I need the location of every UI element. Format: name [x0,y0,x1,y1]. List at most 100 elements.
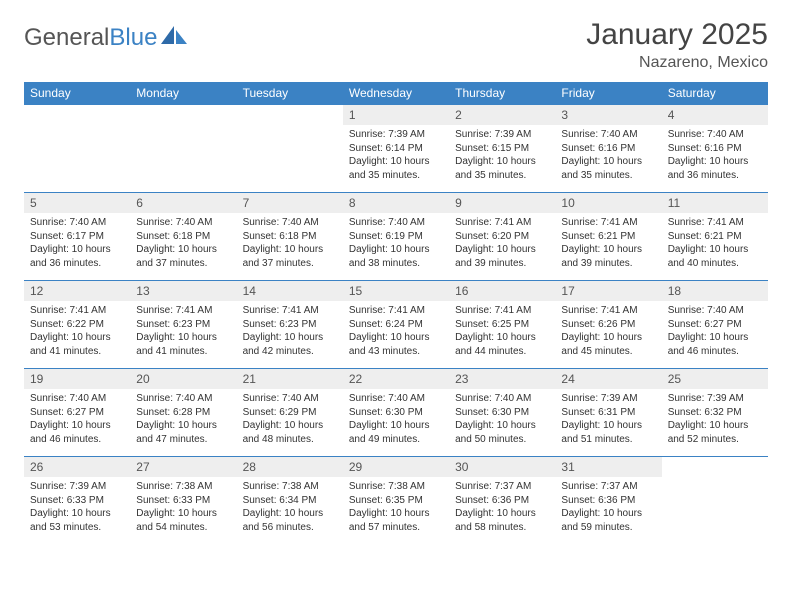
cell-line: Daylight: 10 hours and 35 minutes. [349,155,443,182]
cell-body: Sunrise: 7:37 AMSunset: 6:36 PMDaylight:… [555,477,661,540]
day-header: Friday [555,82,661,105]
calendar-cell: 19Sunrise: 7:40 AMSunset: 6:27 PMDayligh… [24,369,130,457]
cell-body: Sunrise: 7:41 AMSunset: 6:23 PMDaylight:… [237,301,343,364]
cell-body: Sunrise: 7:37 AMSunset: 6:36 PMDaylight:… [449,477,555,540]
day-number: 21 [237,369,343,389]
cell-line: Sunset: 6:16 PM [668,142,762,156]
logo-word1: General [24,24,109,51]
day-number: 28 [237,457,343,477]
cell-body: Sunrise: 7:38 AMSunset: 6:35 PMDaylight:… [343,477,449,540]
cell-line: Sunset: 6:23 PM [243,318,337,332]
cell-line: Sunrise: 7:41 AM [455,216,549,230]
cell-line: Sunrise: 7:39 AM [455,128,549,142]
cell-line: Sunset: 6:30 PM [455,406,549,420]
cell-body: Sunrise: 7:41 AMSunset: 6:20 PMDaylight:… [449,213,555,276]
cell-line: Sunrise: 7:40 AM [349,392,443,406]
day-number: 26 [24,457,130,477]
calendar-body: 1Sunrise: 7:39 AMSunset: 6:14 PMDaylight… [24,105,768,545]
calendar-cell: 2Sunrise: 7:39 AMSunset: 6:15 PMDaylight… [449,105,555,193]
calendar-cell: 21Sunrise: 7:40 AMSunset: 6:29 PMDayligh… [237,369,343,457]
cell-line: Daylight: 10 hours and 36 minutes. [30,243,124,270]
cell-line: Sunset: 6:27 PM [668,318,762,332]
cell-line: Sunset: 6:33 PM [136,494,230,508]
cell-body: Sunrise: 7:40 AMSunset: 6:30 PMDaylight:… [449,389,555,452]
calendar-cell [130,105,236,193]
cell-body: Sunrise: 7:39 AMSunset: 6:32 PMDaylight:… [662,389,768,452]
cell-line: Sunset: 6:19 PM [349,230,443,244]
calendar-cell: 29Sunrise: 7:38 AMSunset: 6:35 PMDayligh… [343,457,449,545]
cell-line: Sunrise: 7:41 AM [243,304,337,318]
day-number: 5 [24,193,130,213]
cell-body: Sunrise: 7:40 AMSunset: 6:27 PMDaylight:… [24,389,130,452]
calendar-cell: 13Sunrise: 7:41 AMSunset: 6:23 PMDayligh… [130,281,236,369]
cell-body: Sunrise: 7:39 AMSunset: 6:33 PMDaylight:… [24,477,130,540]
cell-body: Sunrise: 7:40 AMSunset: 6:16 PMDaylight:… [555,125,661,188]
calendar-cell [662,457,768,545]
calendar-cell: 24Sunrise: 7:39 AMSunset: 6:31 PMDayligh… [555,369,661,457]
cell-line: Sunrise: 7:41 AM [561,304,655,318]
cell-body: Sunrise: 7:39 AMSunset: 6:15 PMDaylight:… [449,125,555,188]
calendar-cell: 3Sunrise: 7:40 AMSunset: 6:16 PMDaylight… [555,105,661,193]
logo-sail-icon [161,26,189,51]
day-number: 17 [555,281,661,301]
cell-line: Sunset: 6:25 PM [455,318,549,332]
calendar-cell: 31Sunrise: 7:37 AMSunset: 6:36 PMDayligh… [555,457,661,545]
cell-body: Sunrise: 7:39 AMSunset: 6:31 PMDaylight:… [555,389,661,452]
cell-line: Daylight: 10 hours and 36 minutes. [668,155,762,182]
cell-line: Sunset: 6:21 PM [561,230,655,244]
cell-line: Daylight: 10 hours and 58 minutes. [455,507,549,534]
cell-line: Sunrise: 7:40 AM [136,216,230,230]
day-number: 19 [24,369,130,389]
calendar-cell: 5 Sunrise: 7:40 AMSunset: 6:17 PMDaylight… [24,193,130,281]
cell-body: Sunrise: 7:41 AMSunset: 6:26 PMDaylight:… [555,301,661,364]
day-header: Monday [130,82,236,105]
cell-line: Sunset: 6:20 PM [455,230,549,244]
cell-line: Sunrise: 7:37 AM [561,480,655,494]
day-number: 14 [237,281,343,301]
title-block: January 2025 Nazareno, Mexico [586,18,768,72]
cell-line: Sunrise: 7:40 AM [668,304,762,318]
day-number: 31 [555,457,661,477]
cell-line: Sunset: 6:32 PM [668,406,762,420]
calendar-week-row: 12Sunrise: 7:41 AMSunset: 6:22 PMDayligh… [24,281,768,369]
cell-line: Daylight: 10 hours and 46 minutes. [30,419,124,446]
calendar-cell: 25Sunrise: 7:39 AMSunset: 6:32 PMDayligh… [662,369,768,457]
day-number: 15 [343,281,449,301]
day-number [130,105,236,111]
day-number: 22 [343,369,449,389]
calendar-week-row: 5Sunrise: 7:40 AMSunset: 6:17 PMDaylight… [24,193,768,281]
day-header: Wednesday [343,82,449,105]
calendar-table: Sunday Monday Tuesday Wednesday Thursday… [24,82,768,545]
cell-line: Sunrise: 7:39 AM [349,128,443,142]
calendar-cell: 16Sunrise: 7:41 AMSunset: 6:25 PMDayligh… [449,281,555,369]
calendar-cell: 8Sunrise: 7:40 AMSunset: 6:19 PMDaylight… [343,193,449,281]
cell-line: Sunset: 6:17 PM [30,230,124,244]
cell-line: Daylight: 10 hours and 50 minutes. [455,419,549,446]
calendar-week-row: 19Sunrise: 7:40 AMSunset: 6:27 PMDayligh… [24,369,768,457]
day-number: 8 [343,193,449,213]
day-header: Tuesday [237,82,343,105]
cell-line: Sunrise: 7:40 AM [30,216,124,230]
cell-line: Sunset: 6:35 PM [349,494,443,508]
cell-line: Sunrise: 7:38 AM [243,480,337,494]
cell-line: Sunrise: 7:38 AM [136,480,230,494]
cell-line: Sunset: 6:15 PM [455,142,549,156]
cell-line: Daylight: 10 hours and 54 minutes. [136,507,230,534]
day-number: 1 [343,105,449,125]
cell-body: Sunrise: 7:39 AMSunset: 6:14 PMDaylight:… [343,125,449,188]
calendar-week-row: 26Sunrise: 7:39 AMSunset: 6:33 PMDayligh… [24,457,768,545]
cell-line: Daylight: 10 hours and 48 minutes. [243,419,337,446]
cell-line: Daylight: 10 hours and 37 minutes. [136,243,230,270]
cell-line: Sunset: 6:27 PM [30,406,124,420]
cell-line: Daylight: 10 hours and 42 minutes. [243,331,337,358]
day-number: 20 [130,369,236,389]
cell-body: Sunrise: 7:40 AMSunset: 6:18 PMDaylight:… [130,213,236,276]
cell-body: Sunrise: 7:41 AMSunset: 6:23 PMDaylight:… [130,301,236,364]
day-number: 7 [237,193,343,213]
cell-line: Daylight: 10 hours and 44 minutes. [455,331,549,358]
cell-line: Daylight: 10 hours and 46 minutes. [668,331,762,358]
cell-line: Sunrise: 7:38 AM [349,480,443,494]
cell-line: Sunset: 6:16 PM [561,142,655,156]
day-number: 12 [24,281,130,301]
cell-line: Sunset: 6:33 PM [30,494,124,508]
